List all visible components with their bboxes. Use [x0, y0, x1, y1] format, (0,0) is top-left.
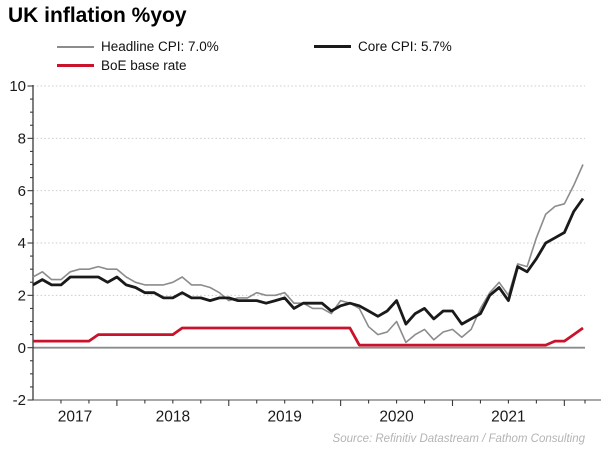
legend-swatch-headline-cpi	[57, 45, 94, 48]
legend-item-headline-cpi: Headline CPI: 7.0%	[57, 39, 219, 54]
x-tick-label: 2018	[156, 409, 190, 426]
y-tick-label: 0	[18, 340, 26, 357]
y-tick-label: 8	[18, 131, 26, 148]
x-tick-label: 2020	[379, 409, 414, 426]
legend-label-boe-base-rate: BoE base rate	[101, 58, 187, 73]
legend-swatch-core-cpi	[314, 45, 351, 48]
x-tick-label: 2021	[491, 409, 525, 426]
legend-item-boe-base-rate: BoE base rate	[57, 58, 187, 73]
x-tick-label: 2019	[267, 409, 301, 426]
y-tick-label: 2	[18, 288, 26, 305]
legend-swatch-boe-base-rate	[57, 64, 94, 67]
series-line-core-cpi	[32, 197, 585, 326]
series-line-boe-base-rate	[33, 326, 584, 347]
y-tick-label: 6	[18, 183, 26, 200]
legend-label-headline-cpi: Headline CPI: 7.0%	[101, 39, 219, 54]
series-line-headline-cpi	[32, 164, 584, 344]
legend-label-core-cpi: Core CPI: 5.7%	[358, 39, 452, 54]
source-attribution: Source: Refinitiv Datastream / Fathom Co…	[332, 433, 585, 445]
legend-item-core-cpi: Core CPI: 5.7%	[314, 39, 452, 54]
y-tick-label: 4	[18, 235, 26, 252]
chart-title: UK inflation %yoy	[8, 4, 187, 27]
y-tick-label: -2	[13, 392, 26, 409]
y-tick-label: 10	[9, 78, 26, 95]
x-tick-label: 2017	[58, 409, 92, 426]
